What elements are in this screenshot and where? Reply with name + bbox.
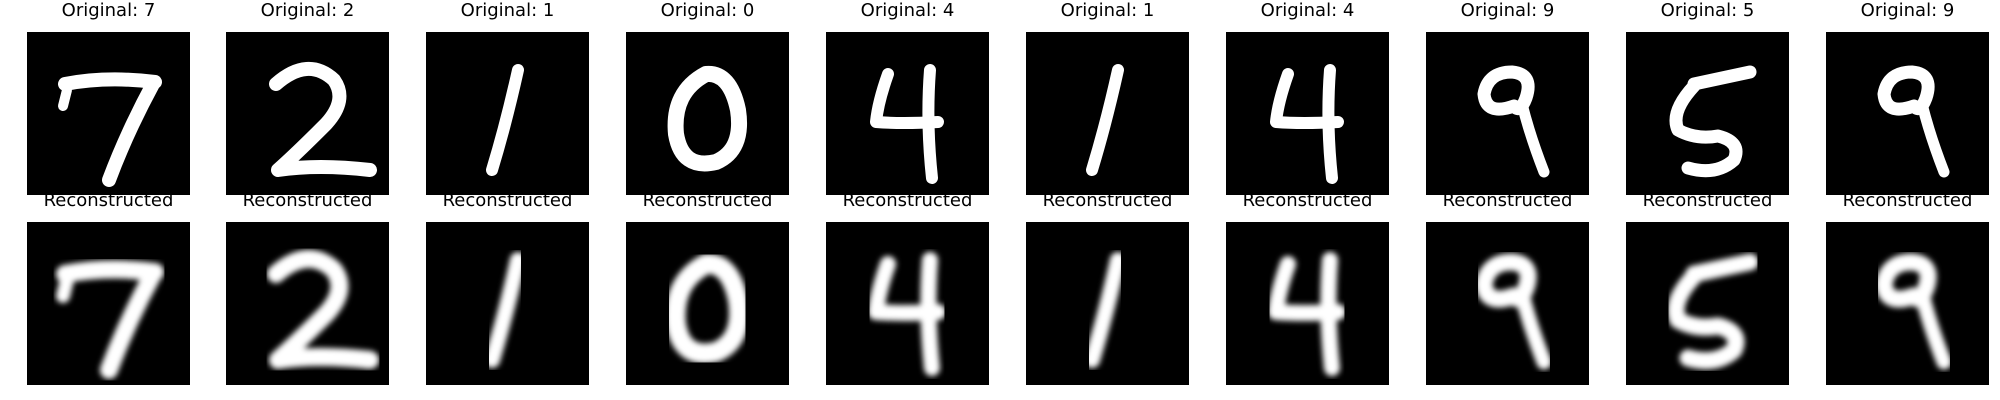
digit-9-glyph [1426,32,1589,195]
digit-stroke [109,84,153,180]
digit-1-glyph [426,32,589,195]
digit-stroke [63,90,67,106]
digit-stroke [492,70,518,170]
digit-stroke [1522,294,1544,362]
digit-stroke [1922,294,1944,362]
digit-stroke [276,69,370,170]
digit-9-glyph [1826,222,1989,385]
digit-stroke [676,74,739,164]
digit-2-glyph [226,222,389,385]
digit-stroke [1694,72,1750,84]
digit-1-glyph [1026,222,1189,385]
reconstructed-digit-image [1826,222,1989,385]
digit-stroke [1328,260,1332,368]
original-title: Original: 1 [1006,0,1209,22]
original-title: Original: 4 [1206,0,1409,22]
digit-stroke [1092,70,1118,170]
digit-stroke [492,260,518,360]
digit-2-glyph [226,32,389,195]
digit-stroke [928,70,932,178]
original-title: Original: 7 [7,0,210,22]
digit-stroke [1922,104,1944,172]
digit-stroke [1676,276,1736,361]
reconstructed-digit-image [226,222,389,385]
digit-4-glyph [826,32,989,195]
reconstructed-title: Reconstructed [1406,190,1609,212]
original-digit-image [626,32,789,195]
original-title: Original: 2 [206,0,409,22]
digit-5-glyph [1626,32,1789,195]
reconstructed-row: Reconstructed Reconstructed Reconstructed R… [0,190,2000,390]
digit-1-glyph [1026,32,1189,195]
digit-stroke [65,269,155,274]
reconstructed-title: Reconstructed [1606,190,1809,212]
digit-5-glyph [1626,222,1789,385]
original-title: Original: 0 [606,0,809,22]
digit-stroke [676,264,739,354]
digit-0-glyph [626,222,789,385]
digit-stroke [63,280,67,296]
reconstructed-title: Reconstructed [1806,190,2000,212]
digit-9-glyph [1826,32,1989,195]
digit-stroke [1676,86,1736,171]
digit-4-glyph [826,222,989,385]
digit-7-glyph [27,222,190,385]
reconstructed-title: Reconstructed [206,190,409,212]
reconstructed-digit-image [27,222,190,385]
digit-4-glyph [1226,32,1389,195]
digit-stroke [1092,260,1118,360]
digit-stroke [65,79,155,84]
reconstructed-digit-image [1426,222,1589,385]
original-title: Original: 4 [806,0,1009,22]
reconstructed-title: Reconstructed [606,190,809,212]
reconstructed-digit-image [1626,222,1789,385]
reconstructed-title: Reconstructed [806,190,1009,212]
reconstructed-digit-image [426,222,589,385]
digit-0-glyph [626,32,789,195]
digit-stroke [928,260,932,368]
original-digit-image [226,32,389,195]
original-digit-image [1826,32,1989,195]
digit-stroke [109,274,153,370]
original-digit-image [826,32,989,195]
reconstructed-digit-image [1026,222,1189,385]
reconstructed-title: Reconstructed [1206,190,1409,212]
digit-1-glyph [426,222,589,385]
original-digit-image [1226,32,1389,195]
reconstructed-digit-image [1226,222,1389,385]
original-title: Original: 1 [406,0,609,22]
digit-7-glyph [27,32,190,195]
reconstructed-digit-image [626,222,789,385]
digit-stroke [1694,262,1750,274]
original-digit-image [27,32,190,195]
original-title: Original: 9 [1406,0,1609,22]
original-title: Original: 9 [1806,0,2000,22]
reconstructed-title: Reconstructed [406,190,609,212]
reconstructed-title: Reconstructed [7,190,210,212]
digit-4-glyph [1226,222,1389,385]
digit-stroke [276,259,370,360]
original-row: Original: 7 Original: 2 Original: 1 Origina… [0,0,2000,200]
reconstructed-title: Reconstructed [1006,190,1209,212]
digit-stroke [1522,104,1544,172]
original-digit-image [1626,32,1789,195]
digit-stroke [1328,70,1332,178]
original-digit-image [1426,32,1589,195]
original-digit-image [1026,32,1189,195]
digit-9-glyph [1426,222,1589,385]
reconstructed-digit-image [826,222,989,385]
original-title: Original: 5 [1606,0,1809,22]
original-digit-image [426,32,589,195]
